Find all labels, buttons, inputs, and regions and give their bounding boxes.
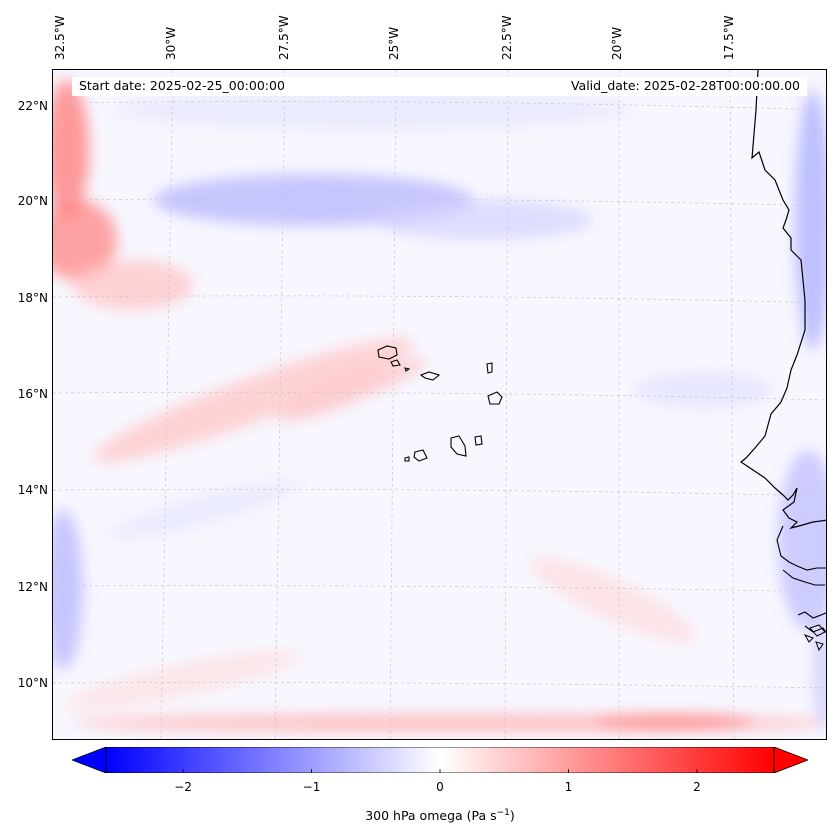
lat-label-10n: 10°N: [17, 676, 48, 690]
omega-shading: [53, 80, 826, 732]
colorbar: [72, 747, 808, 773]
island-santo-antao: [377, 345, 398, 360]
colorbar-tick-1: 1: [564, 780, 573, 794]
lat-label-14n: 14°N: [17, 483, 48, 497]
lon-label-20w: 20°W: [610, 26, 624, 60]
coastline-africa: [739, 70, 826, 530]
coastline-senegal-gambia: [776, 525, 826, 634]
colorbar-label-close: ): [509, 808, 515, 824]
lon-label-22-5w: 22.5°W: [500, 15, 514, 60]
island-sao-nicolau: [419, 371, 441, 381]
lon-label-30w: 30°W: [164, 26, 178, 60]
island-santa-luzia: [404, 367, 411, 372]
lat-label-16n: 16°N: [17, 387, 48, 401]
island-sao-vicente: [390, 359, 401, 367]
lat-label-18n: 18°N: [17, 291, 48, 305]
omega-field-map: [53, 70, 826, 739]
island-brava: [404, 456, 410, 462]
island-maio: [474, 435, 483, 446]
colorbar-tick-0: 0: [436, 780, 444, 794]
date-annotation-box: [72, 77, 807, 96]
colorbar-tick-2: 2: [693, 780, 701, 794]
lon-label-32-5w: 32.5°W: [53, 15, 67, 60]
colorbar-ticks: [182, 769, 698, 773]
colorbar-tick-minus-1: −1: [302, 780, 321, 794]
colorbar-body: [105, 747, 775, 773]
lon-label-17-5w: 17.5°W: [722, 15, 736, 60]
island-fogo: [413, 449, 428, 462]
lat-label-12n: 12°N: [17, 580, 48, 594]
lon-label-25w: 25°W: [387, 26, 401, 60]
coastline-guinea-bissau-islands: [803, 624, 826, 652]
colorbar-tick-minus-2: −2: [174, 780, 192, 794]
lat-label-20n: 20°N: [17, 194, 48, 208]
colorbar-label-text: 300 hPa omega (Pa s: [365, 808, 497, 824]
island-sal: [486, 362, 493, 374]
lon-label-27-5w: 27.5°W: [277, 15, 291, 60]
map-panel: [52, 69, 827, 740]
colorbar-label: 300 hPa omega (Pa s−1): [0, 808, 837, 823]
lat-label-22n: 22°N: [17, 99, 48, 113]
start-date-label: Start date: 2025-02-25_00:00:00: [79, 78, 285, 93]
colorbar-extend-min: [72, 747, 107, 773]
graticule: [53, 70, 826, 739]
valid-date-label: Valid_date: 2025-02-28T00:00:00.00: [570, 78, 800, 93]
colorbar-label-exponent: −1: [496, 808, 510, 818]
island-santiago: [450, 435, 467, 457]
cape-verde-islands: [377, 345, 503, 462]
colorbar-extend-max: [773, 747, 808, 773]
island-boa-vista: [487, 391, 503, 405]
